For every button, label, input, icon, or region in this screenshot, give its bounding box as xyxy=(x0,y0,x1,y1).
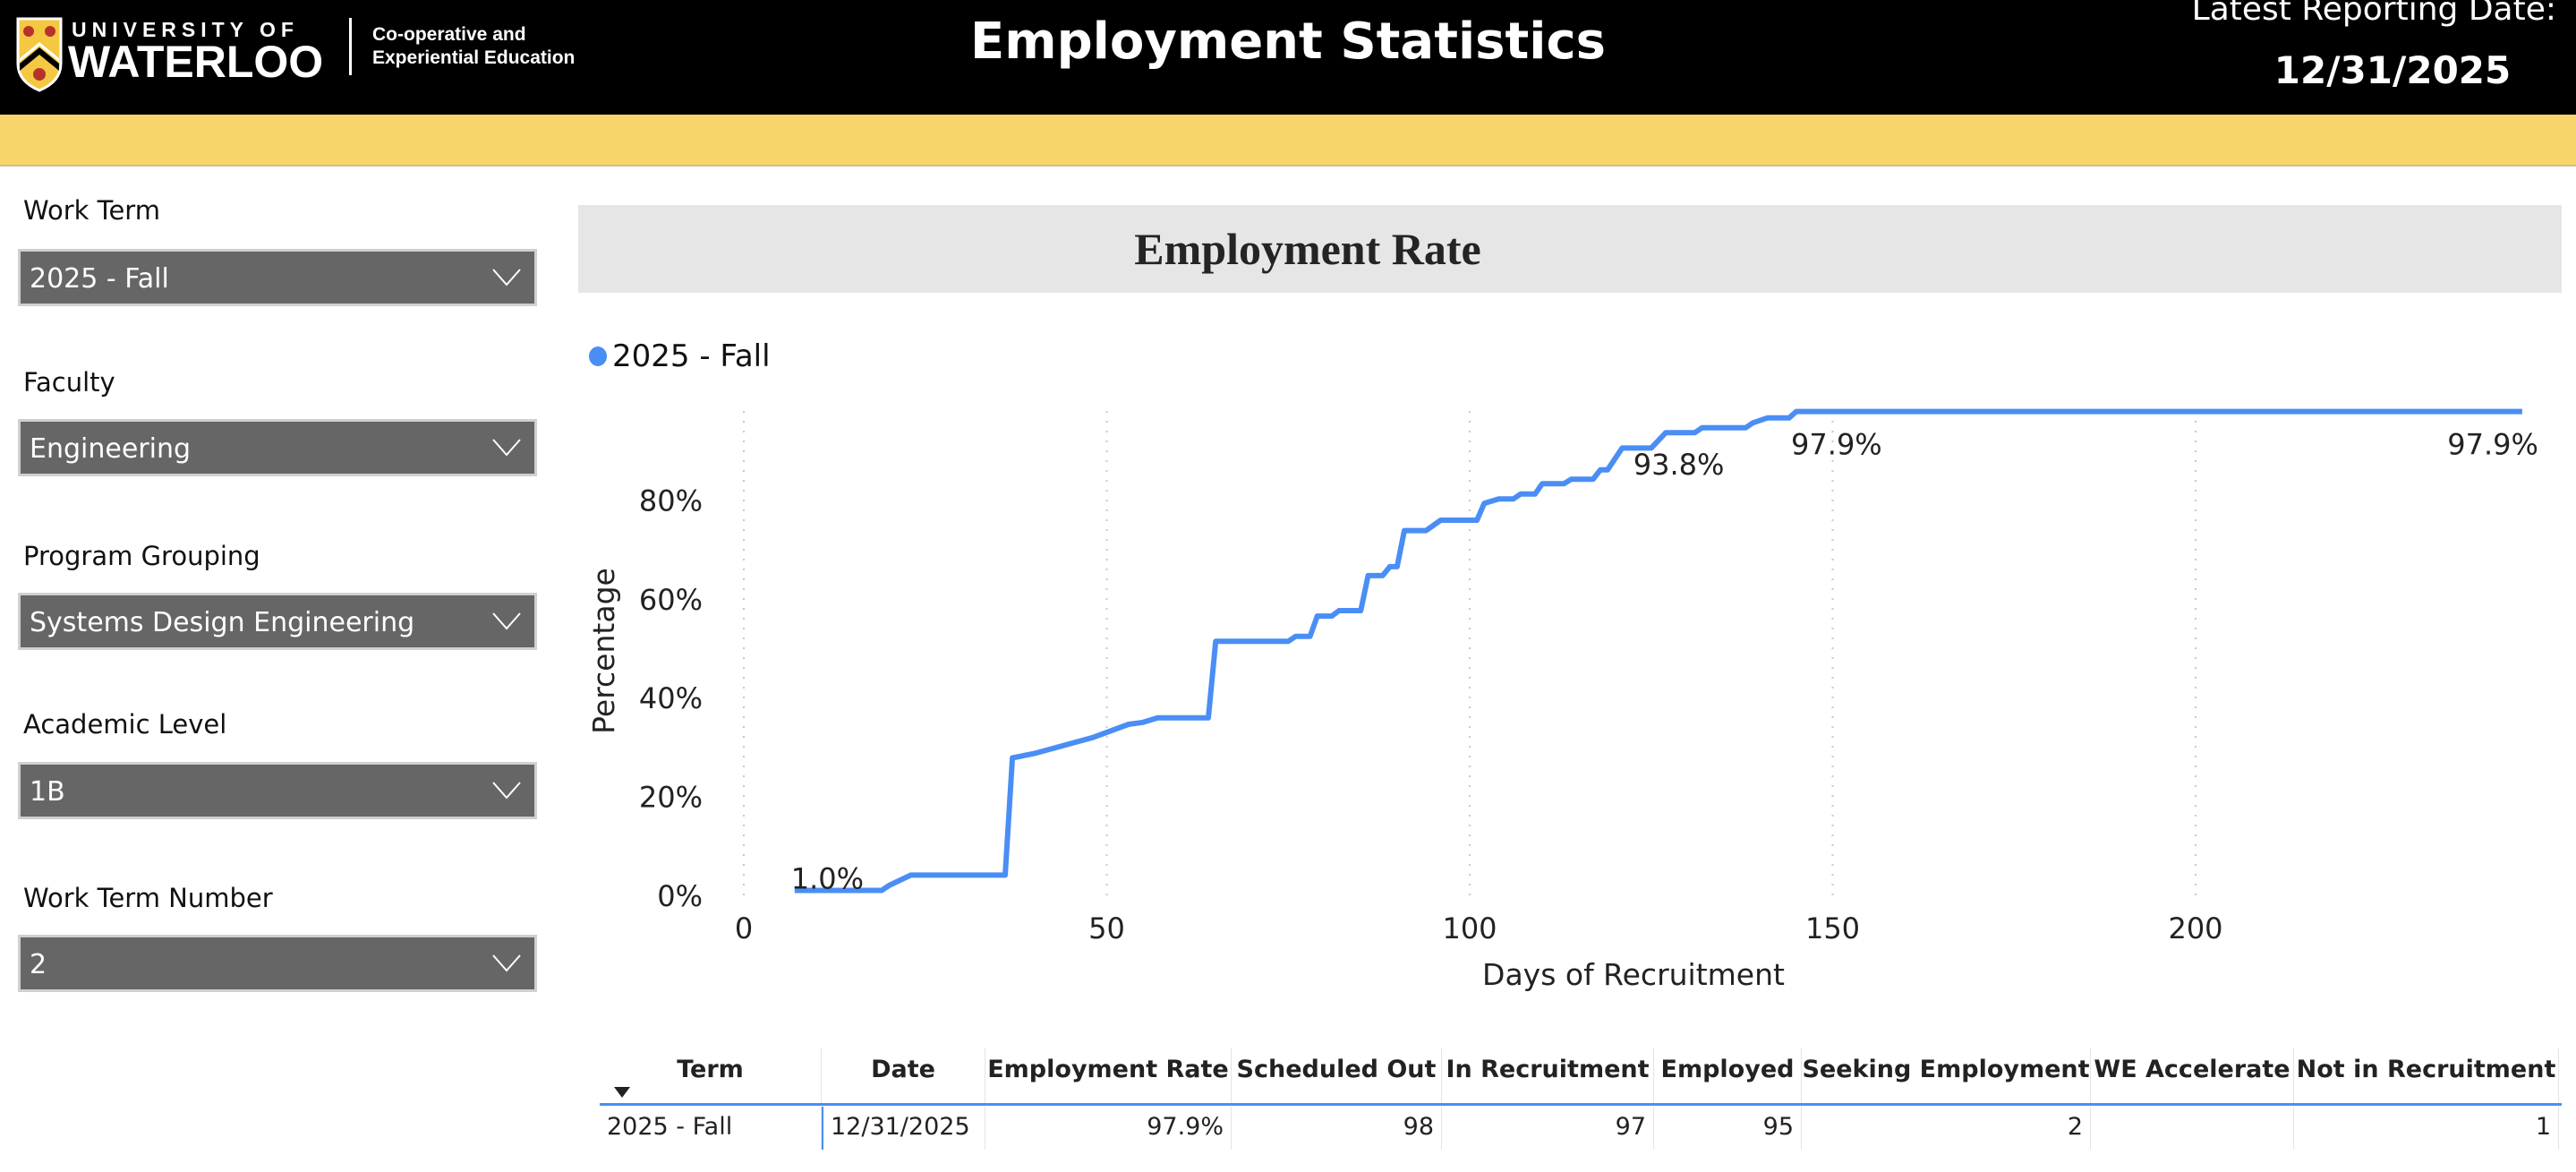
slicer-value: 2 xyxy=(30,949,47,980)
coop-line1: Co-operative and xyxy=(372,24,526,45)
table-cell: 2025 - Fall xyxy=(600,1107,822,1150)
university-logo: UNIVERSITY OF WATERLOO xyxy=(16,14,323,95)
y-tick-label: 40% xyxy=(639,681,703,715)
x-tick-label: 200 xyxy=(2168,911,2222,945)
reporting-date: 12/31/2025 xyxy=(2273,48,2512,92)
x-tick-label: 100 xyxy=(1442,911,1497,945)
coop-line2: Experiential Education xyxy=(372,47,576,68)
page-title: Employment Statistics xyxy=(969,13,1606,71)
data-label: 97.9% xyxy=(1791,428,1882,462)
column-header[interactable]: Seeking Employment xyxy=(1802,1048,2091,1103)
slicer-label: Work Term xyxy=(23,195,160,226)
data-label: 97.9% xyxy=(2447,428,2538,462)
x-tick-label: 0 xyxy=(735,911,753,945)
table-cell xyxy=(2091,1107,2294,1150)
column-header[interactable]: Date xyxy=(822,1048,985,1103)
slicer-dropdown[interactable]: 2 xyxy=(18,935,537,992)
column-header[interactable]: Not in Recruitment xyxy=(2294,1048,2559,1103)
chevron-down-icon xyxy=(492,612,521,630)
accent-band xyxy=(0,115,2576,167)
employment-rate-chart: 0 50 100 150 200 0% 20% 40% 60% 80% Days of Recrui… xyxy=(586,408,2538,992)
chevron-down-icon xyxy=(492,954,521,972)
table-cell: 97 xyxy=(1442,1107,1654,1150)
slicer-label: Academic Level xyxy=(23,709,227,740)
slicer-value: 1B xyxy=(30,776,65,808)
column-header[interactable]: Scheduled Out xyxy=(1232,1048,1442,1103)
slicer-label: Faculty xyxy=(23,367,115,398)
data-label: 1.0% xyxy=(791,861,864,895)
slicer-dropdown[interactable]: 2025 - Fall xyxy=(18,249,537,306)
chart-title: Employment Rate xyxy=(1134,224,1481,274)
column-header[interactable]: Employment Rate xyxy=(985,1048,1232,1103)
chevron-down-icon xyxy=(492,782,521,800)
header-divider xyxy=(600,1103,2562,1106)
slicer-value: 2025 - Fall xyxy=(30,263,169,295)
y-tick-label: 20% xyxy=(639,781,703,815)
y-tick-label: 60% xyxy=(639,583,703,617)
table-cell: 12/31/2025 xyxy=(822,1107,985,1150)
logo-divider xyxy=(349,18,352,75)
y-tick-label: 80% xyxy=(639,483,703,518)
series-line-0 xyxy=(794,408,2522,894)
column-header[interactable]: Term xyxy=(600,1048,822,1103)
x-tick-label: 50 xyxy=(1088,911,1125,945)
legend-label: 2025 - Fall xyxy=(612,338,771,374)
chevron-down-icon xyxy=(492,269,521,287)
slicer-dropdown[interactable]: Engineering xyxy=(18,419,537,476)
data-label: 93.8% xyxy=(1633,448,1725,482)
sort-descending-icon[interactable] xyxy=(614,1087,630,1098)
coop-text: Co-operative and Experiential Education xyxy=(372,23,575,70)
chart-legend[interactable]: 2025 - Fall xyxy=(589,338,771,374)
chart-title-band: Employment Rate xyxy=(578,205,2562,293)
y-tick-label: 0% xyxy=(657,879,703,913)
table-cell: 98 xyxy=(1232,1107,1442,1150)
column-header[interactable]: Employed xyxy=(1654,1048,1802,1103)
x-tick-label: 150 xyxy=(1805,911,1860,945)
reporting-date-label: Latest Reporting Date: xyxy=(2191,0,2556,28)
slicer-value: Systems Design Engineering xyxy=(30,607,415,638)
table-cell: 97.9% xyxy=(985,1107,1232,1150)
slicer-dropdown[interactable]: 1B xyxy=(18,762,537,819)
slicer-label: Work Term Number xyxy=(23,883,273,913)
legend-marker xyxy=(589,346,607,366)
table-cell: 2 xyxy=(1802,1107,2091,1150)
y-axis-title: Percentage xyxy=(586,568,621,734)
table-cell: 95 xyxy=(1654,1107,1802,1150)
app-header: UNIVERSITY OF WATERLOO Co-operative and … xyxy=(0,0,2576,115)
slicer-label: Program Grouping xyxy=(23,541,260,571)
column-header[interactable]: WE Accelerate xyxy=(2091,1048,2294,1103)
x-axis-title: Days of Recruitment xyxy=(1482,957,1785,992)
crest-icon xyxy=(16,17,63,92)
chevron-down-icon xyxy=(492,439,521,457)
slicer-dropdown[interactable]: Systems Design Engineering xyxy=(18,593,537,650)
slicer-value: Engineering xyxy=(30,433,191,465)
column-header[interactable]: In Recruitment xyxy=(1442,1048,1654,1103)
table-cell: 1 xyxy=(2294,1107,2559,1150)
logo-text-main: WATERLOO xyxy=(68,37,324,87)
logo-text-top: UNIVERSITY OF xyxy=(72,18,299,41)
